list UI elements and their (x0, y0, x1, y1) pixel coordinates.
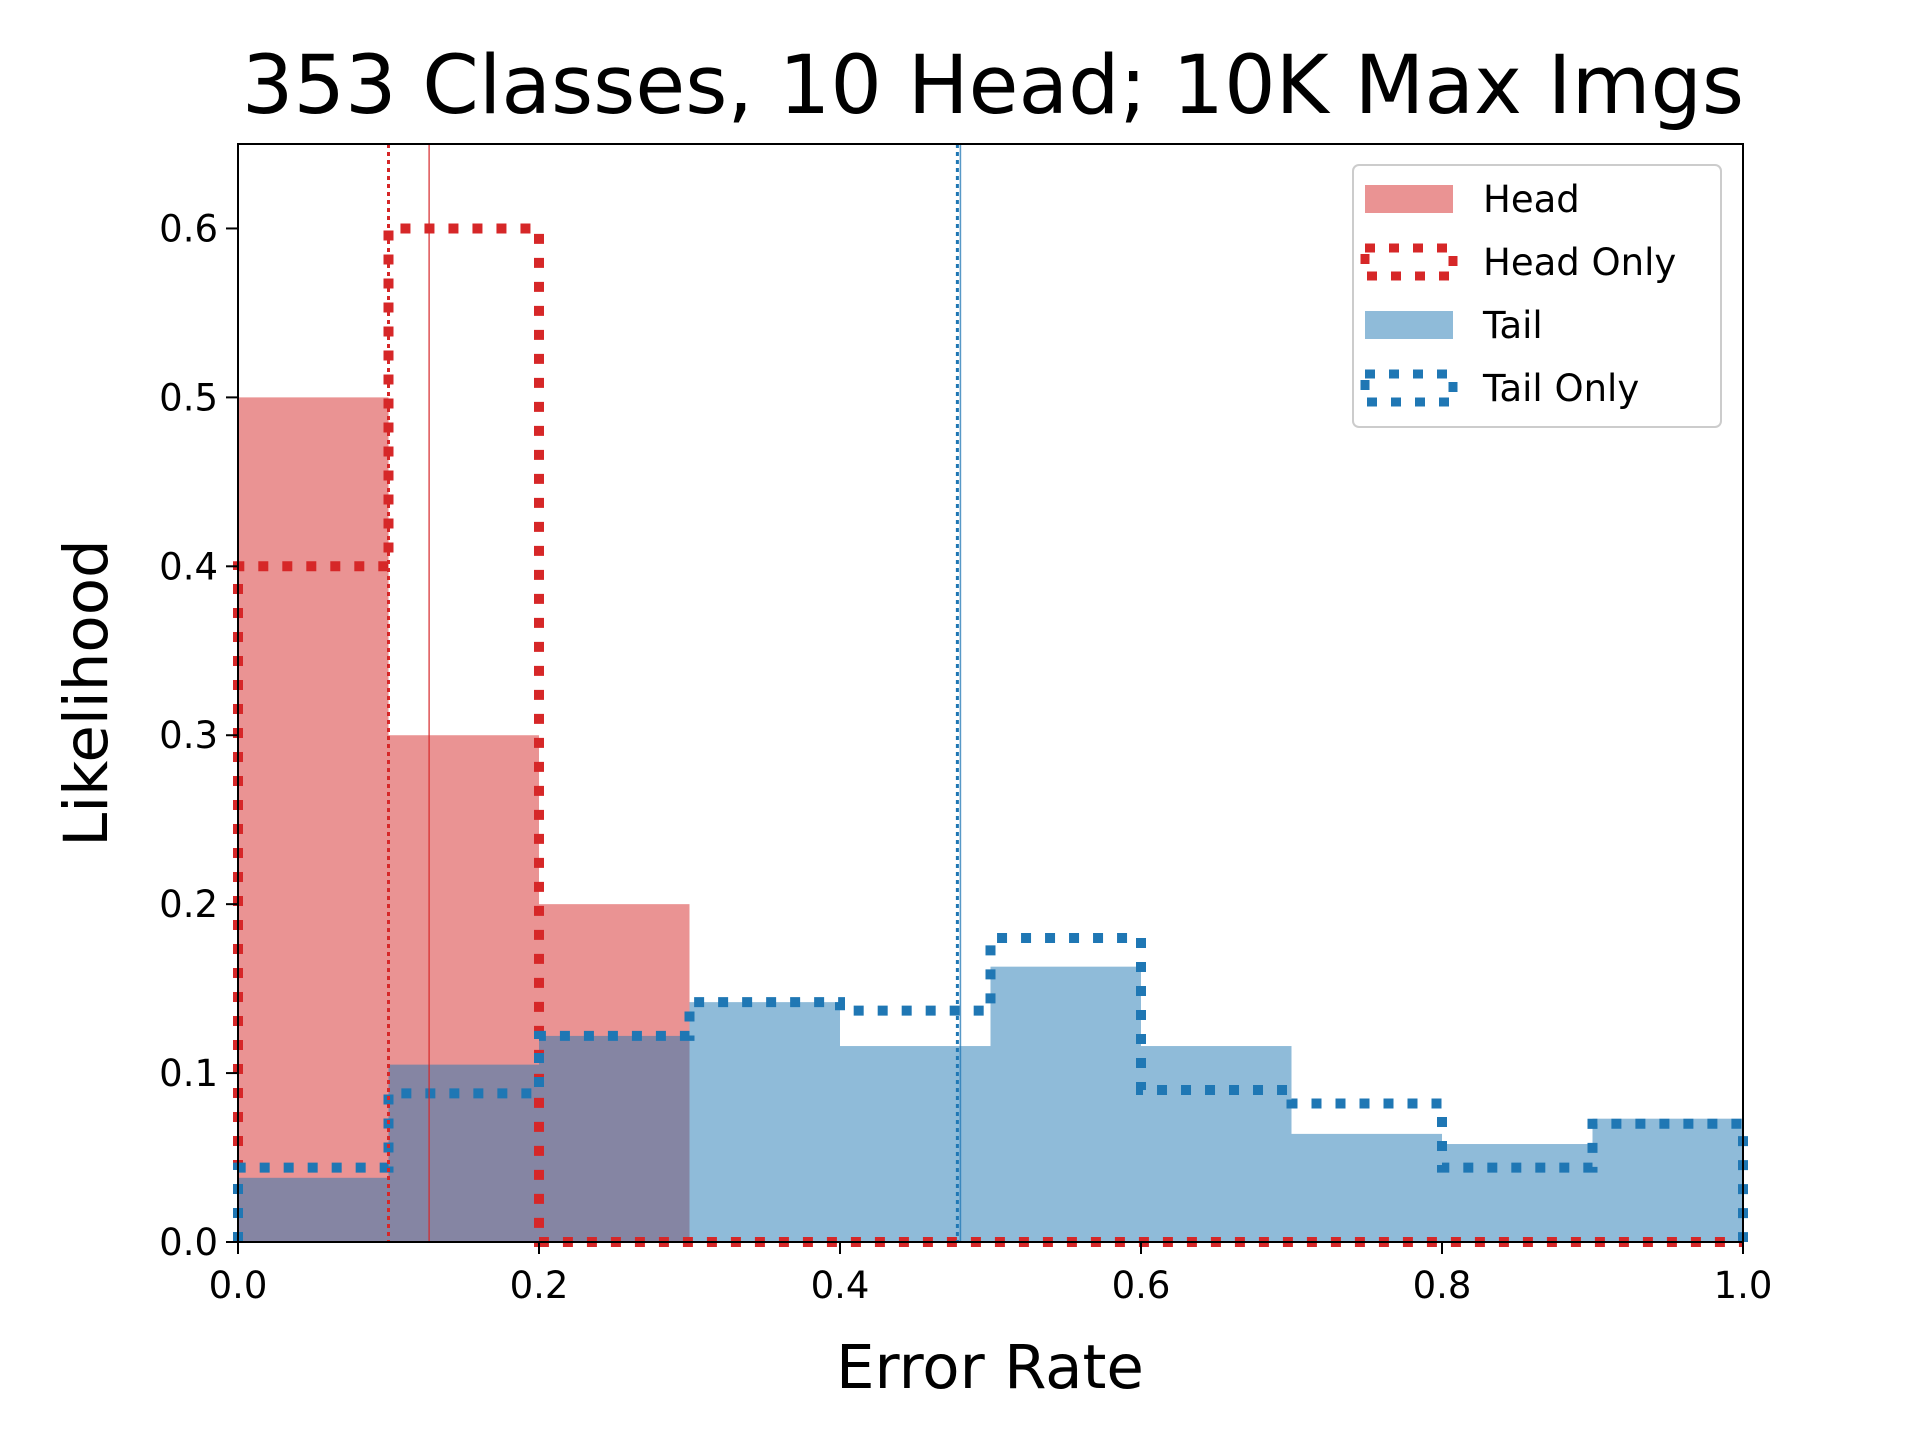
tail-bar (1442, 1144, 1593, 1242)
tail-only-legend-swatch (1360, 369, 1458, 407)
y-tick-label: 0.2 (159, 883, 218, 926)
x-tick-label: 0.0 (209, 1264, 268, 1307)
x-tick-label: 0.4 (811, 1264, 870, 1307)
x-tick-label: 1.0 (1714, 1264, 1773, 1307)
y-axis-label: Likelihood (51, 539, 122, 847)
tail-legend-label: Tail (1482, 304, 1543, 347)
tail-only-legend-label: Tail Only (1482, 367, 1639, 410)
x-axis-ticks: 0.0 0.2 0.4 0.6 0.8 1.0 (209, 1242, 1773, 1307)
y-tick-label: 0.5 (159, 376, 218, 419)
x-tick-label: 0.2 (510, 1264, 569, 1307)
tail-bar (539, 1035, 690, 1242)
legend: Head Head Only Tail Tail Only (1352, 164, 1722, 428)
plot-frame (237, 143, 1744, 1243)
tail-bar (238, 1177, 389, 1242)
tail-bar (1141, 1046, 1292, 1242)
chart-title: 353 Classes, 10 Head; 10K Max Imgs (242, 39, 1744, 133)
tail-legend-swatch (1365, 311, 1453, 339)
y-tick-label: 0.0 (159, 1221, 218, 1264)
tail-bar (840, 1046, 991, 1242)
y-tick-label: 0.4 (159, 545, 218, 588)
x-axis-label: Error Rate (836, 1332, 1144, 1403)
y-tick-label: 0.3 (159, 714, 218, 757)
x-tick-label: 0.6 (1112, 1264, 1171, 1307)
head-bar (238, 397, 389, 1242)
reference-lines (387, 144, 962, 1242)
head-only-legend-swatch (1360, 243, 1458, 281)
tail-bar (689, 1002, 840, 1242)
tail-only-step-line (233, 932, 1748, 1242)
head-legend-label: Head (1483, 178, 1580, 221)
y-tick-label: 0.6 (159, 207, 218, 250)
x-tick-label: 0.8 (1413, 1264, 1472, 1307)
head-legend-swatch (1365, 185, 1453, 213)
y-tick-label: 0.1 (159, 1052, 218, 1095)
tail-bar (388, 1064, 539, 1242)
head-only-legend-label: Head Only (1483, 241, 1676, 284)
legend-frame (1352, 164, 1722, 428)
y-axis-ticks: 0.0 0.1 0.2 0.3 0.4 0.5 0.6 (159, 207, 238, 1264)
histogram-bars (238, 397, 1743, 1242)
tail-bar (990, 966, 1141, 1242)
tail-bar (1592, 1118, 1743, 1242)
tail-bar (1291, 1133, 1442, 1242)
